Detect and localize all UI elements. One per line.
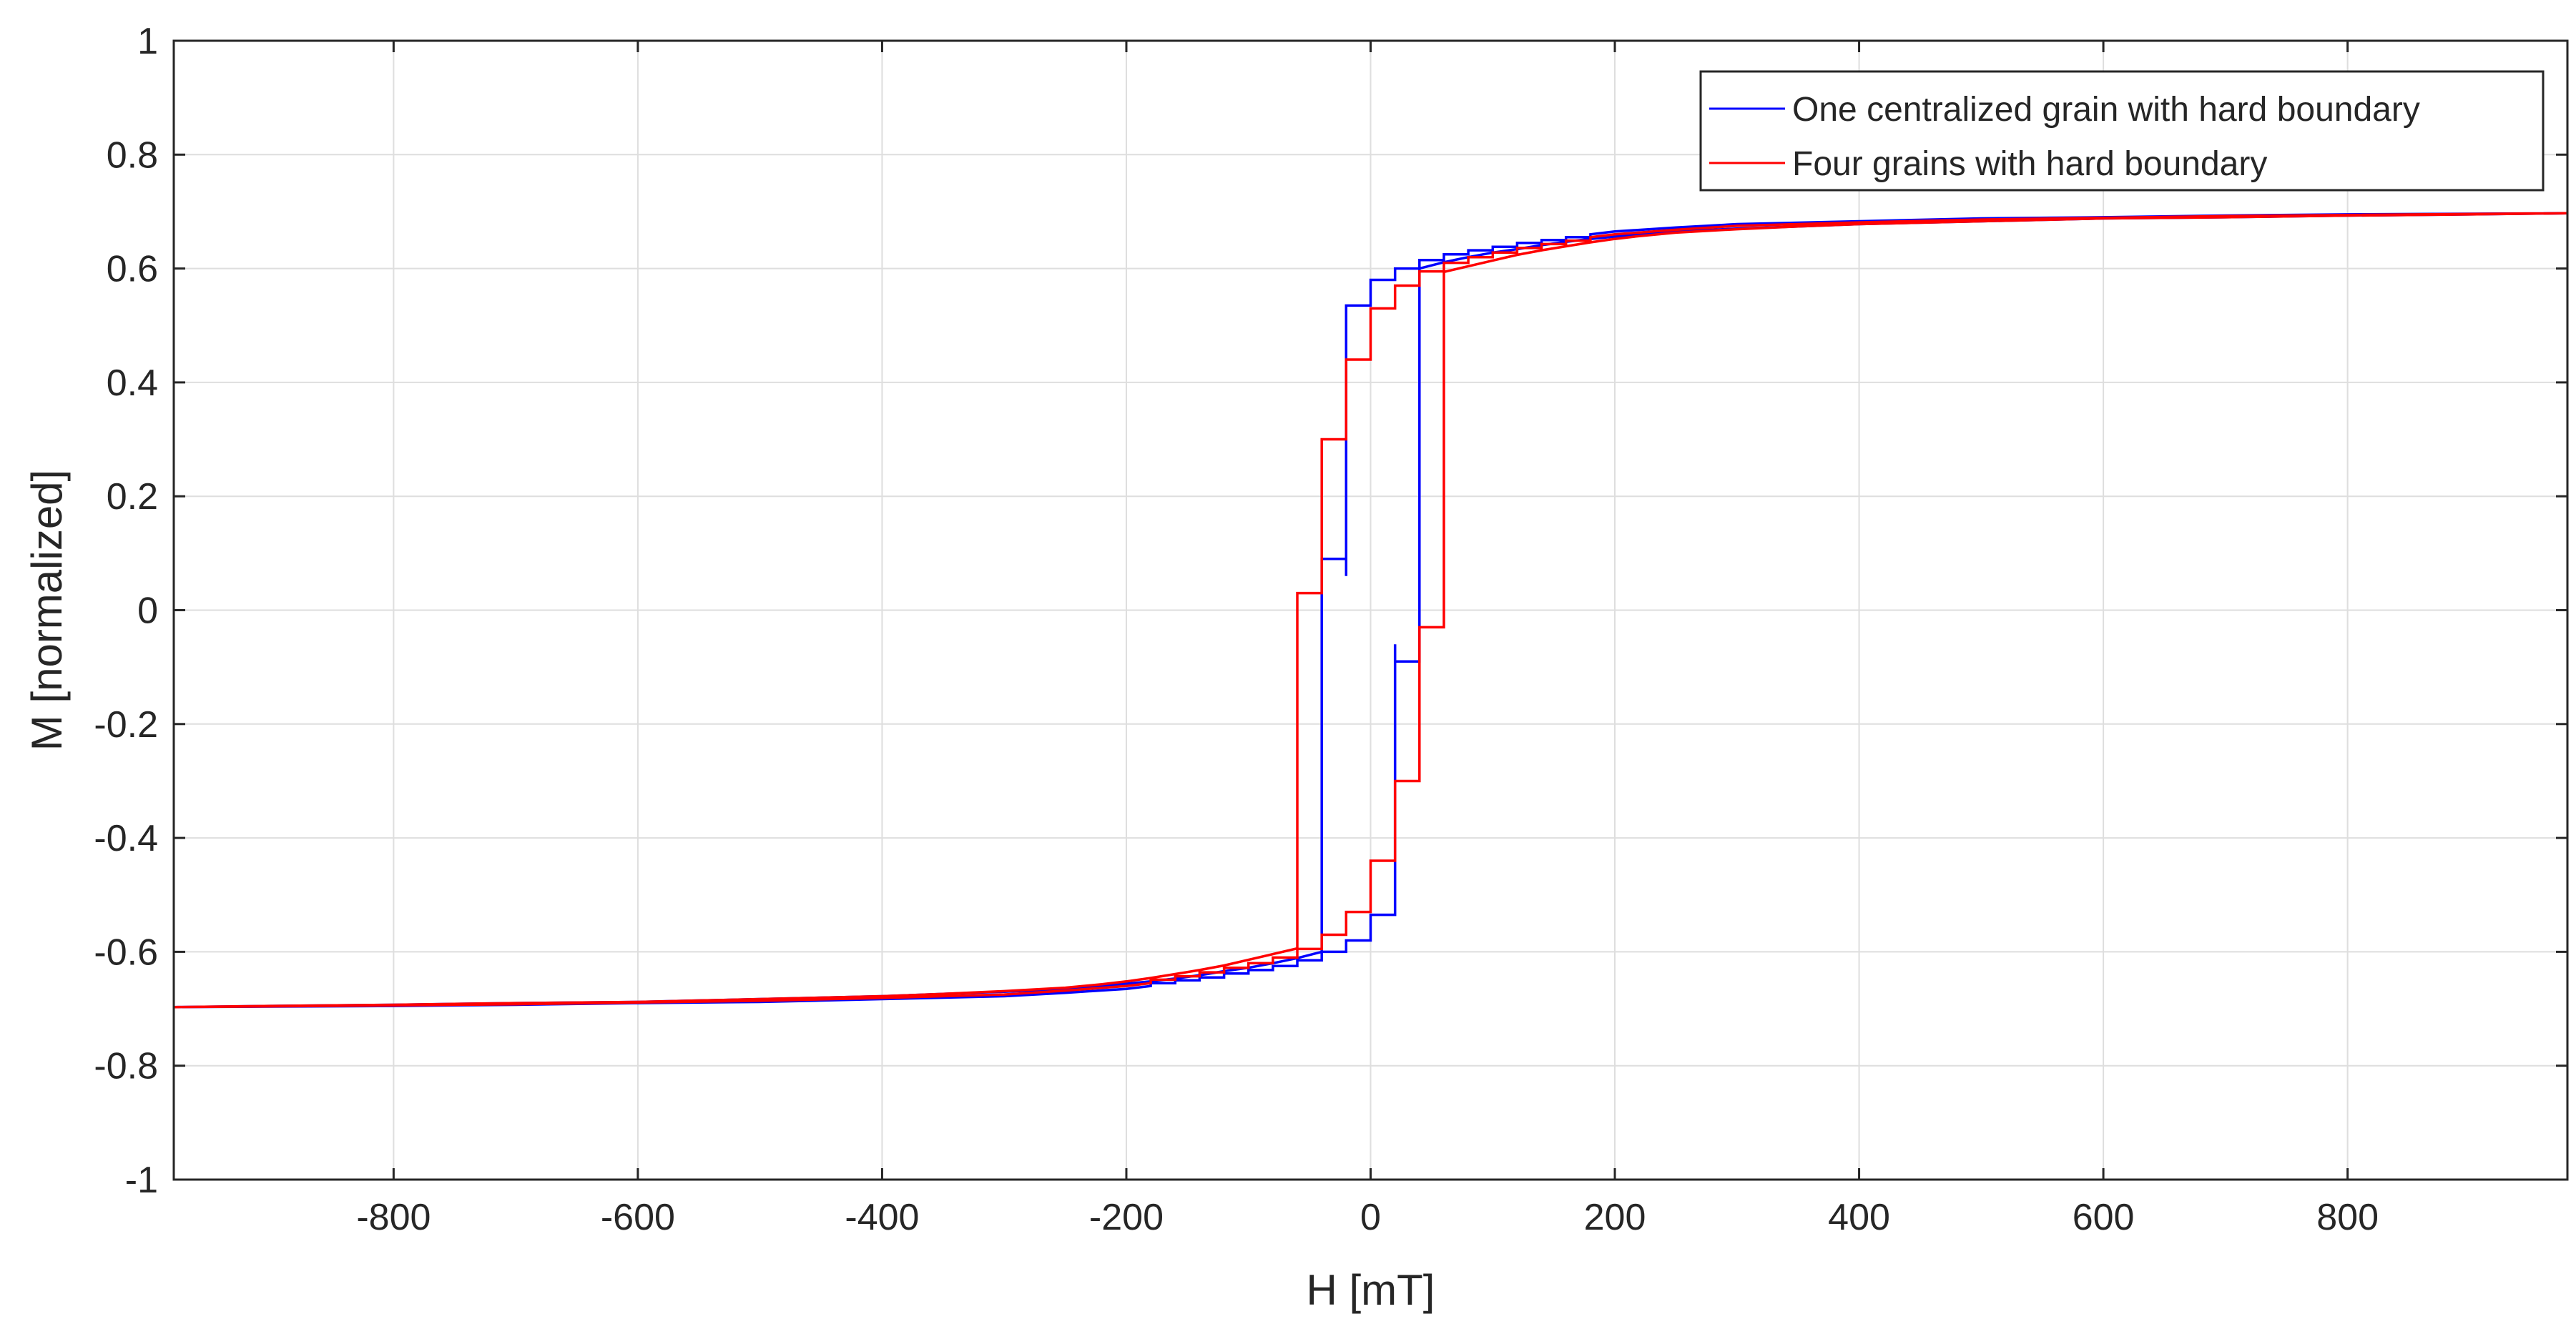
x-tick-label: 200: [1584, 1197, 1646, 1238]
y-tick-label: -0.6: [94, 932, 158, 973]
y-tick-label: 0.4: [107, 362, 158, 404]
ticks: -800 -600 -400 -200 0 200 400 600 800 -1 -0.8 -0.6 -…: [94, 21, 2567, 1238]
y-tick-label: 0.2: [107, 476, 158, 518]
x-tick-label: -800: [356, 1197, 431, 1238]
y-tick-label: 0.6: [107, 249, 158, 290]
x-tick-label: -200: [1089, 1197, 1164, 1238]
y-tick-label: 0: [137, 591, 158, 632]
x-tick-label: -600: [601, 1197, 675, 1238]
y-tick-label: 1: [137, 21, 158, 62]
legend-label-one-grain: One centralized grain with hard boundary: [1792, 91, 2420, 129]
x-tick-label: -400: [845, 1197, 919, 1238]
y-tick-label: -1: [125, 1160, 158, 1201]
y-tick-label: -0.2: [94, 704, 158, 746]
y-tick-label: -0.4: [94, 818, 158, 859]
legend-label-four-grains: Four grains with hard boundary: [1792, 145, 2267, 183]
x-tick-label: 400: [1828, 1197, 1890, 1238]
x-tick-label: 600: [2073, 1197, 2135, 1238]
y-axis-title: M [normalized]: [23, 470, 71, 751]
y-tick-label: -0.8: [94, 1046, 158, 1087]
y-tick-label: 0.8: [107, 134, 158, 176]
x-tick-label: 800: [2316, 1197, 2379, 1238]
x-axis-title: H [mT]: [1307, 1266, 1435, 1314]
x-tick-label: 0: [1360, 1197, 1381, 1238]
legend-box: [1699, 70, 2545, 192]
legend: One centralized grain with hard boundary…: [1699, 70, 2545, 192]
